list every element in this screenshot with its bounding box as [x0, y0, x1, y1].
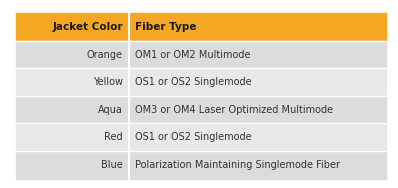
Text: Orange: Orange [87, 49, 123, 60]
Bar [16, 96, 386, 124]
Text: Jacket Color: Jacket Color [52, 22, 123, 32]
Bar [16, 124, 386, 151]
Text: OM1 or OM2 Multimode: OM1 or OM2 Multimode [135, 49, 250, 60]
Text: OS1 or OS2 Singlemode: OS1 or OS2 Singlemode [135, 77, 252, 87]
Text: Fiber Type: Fiber Type [135, 22, 196, 32]
Text: Aqua: Aqua [98, 105, 123, 115]
Text: Blue: Blue [101, 160, 123, 170]
Text: OM3 or OM4 Laser Optimized Multimode: OM3 or OM4 Laser Optimized Multimode [135, 105, 333, 115]
Text: Red: Red [104, 132, 123, 142]
Bar [16, 68, 386, 96]
Bar [16, 151, 386, 179]
Text: Yellow: Yellow [93, 77, 123, 87]
Bar [16, 41, 386, 68]
Text: Polarization Maintaining Singlemode Fiber: Polarization Maintaining Singlemode Fibe… [135, 160, 340, 170]
Bar [16, 13, 386, 41]
Text: OS1 or OS2 Singlemode: OS1 or OS2 Singlemode [135, 132, 252, 142]
